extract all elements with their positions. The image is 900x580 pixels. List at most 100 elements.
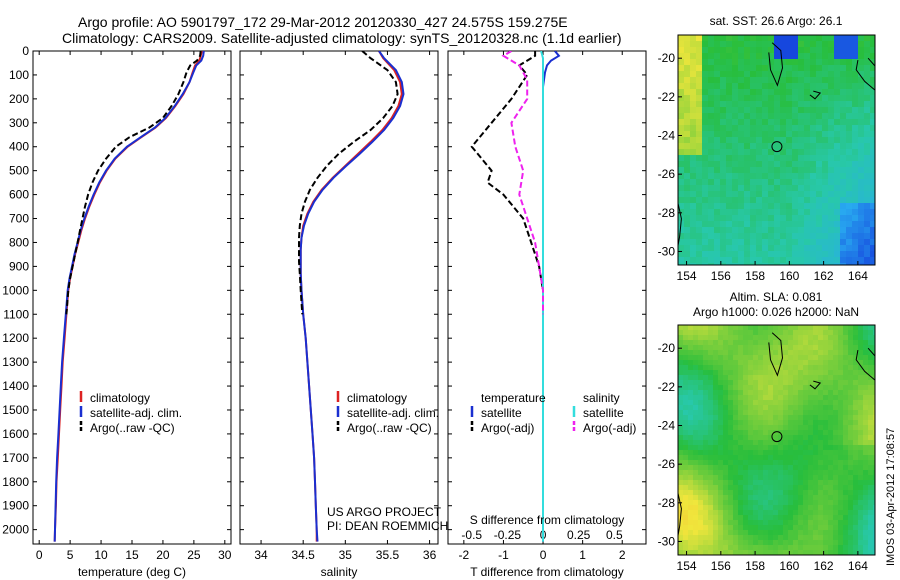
map-cell	[744, 173, 751, 180]
map-cell	[808, 405, 814, 411]
map-cell	[834, 71, 841, 78]
map-cell	[758, 475, 764, 481]
map-cell	[756, 179, 763, 186]
map-cell	[816, 83, 823, 90]
map-cell	[758, 395, 764, 401]
map-cell	[726, 161, 733, 168]
map-cell	[822, 143, 829, 150]
map-cell	[848, 440, 854, 446]
map-cell	[818, 350, 824, 356]
map-cell	[786, 215, 793, 222]
map-cell	[823, 445, 829, 451]
map-cell	[873, 500, 875, 506]
map-cell	[773, 340, 779, 346]
map-cell	[723, 335, 729, 341]
map-cell	[750, 35, 757, 42]
map-cell	[720, 143, 727, 150]
map-cell	[690, 263, 697, 265]
map-cell	[853, 410, 859, 416]
map-cell	[723, 420, 729, 426]
map-cell	[683, 360, 689, 366]
map-cell	[726, 257, 733, 264]
x-tick-label: 30	[218, 548, 232, 562]
map-cell	[813, 450, 819, 456]
map-cell	[816, 35, 823, 42]
map-cell	[738, 475, 744, 481]
map-cell	[713, 520, 719, 526]
map-cell	[688, 325, 694, 331]
map-cell	[720, 65, 727, 72]
map-cell	[853, 445, 859, 451]
map-cell	[848, 340, 854, 346]
map-cell	[838, 360, 844, 366]
map-cell	[696, 161, 703, 168]
x-tick-label: 10	[94, 548, 108, 562]
map-cell	[848, 530, 854, 536]
map-cell	[728, 405, 734, 411]
map-cell	[733, 365, 739, 371]
map-cell	[803, 470, 809, 476]
map-cell	[732, 227, 739, 234]
map-cell	[723, 545, 729, 551]
map-cell	[703, 325, 709, 331]
map-cell	[688, 400, 694, 406]
map-cell	[708, 495, 714, 501]
map-cell	[858, 239, 865, 246]
map-cell	[703, 515, 709, 521]
map-cell	[792, 119, 799, 126]
map-cell	[703, 450, 709, 456]
map-cell	[744, 101, 751, 108]
lon-tick-label: 162	[814, 269, 834, 283]
map-cell	[708, 221, 715, 228]
map-cell	[858, 370, 864, 376]
map-cell	[858, 107, 865, 114]
map-cell	[780, 221, 787, 228]
map-cell	[713, 495, 719, 501]
map-cell	[868, 395, 874, 401]
map-cell	[774, 179, 781, 186]
map-cell	[703, 460, 709, 466]
map-cell	[834, 53, 841, 60]
map-cell	[853, 520, 859, 526]
map-cell	[858, 113, 865, 120]
map-cell	[783, 420, 789, 426]
map-cell	[780, 185, 787, 192]
map-cell	[718, 400, 724, 406]
map-cell	[834, 239, 841, 246]
map-cell	[763, 370, 769, 376]
map-cell	[868, 455, 874, 461]
map-cell	[733, 435, 739, 441]
map-cell	[738, 107, 745, 114]
map-cell	[816, 77, 823, 84]
x-tick-label: 15	[125, 548, 139, 562]
map-cell	[798, 149, 805, 156]
map-cell	[843, 350, 849, 356]
map-cell	[852, 59, 859, 66]
map-cell	[843, 425, 849, 431]
map-cell	[778, 535, 784, 541]
map-cell	[703, 550, 709, 555]
map-cell	[778, 490, 784, 496]
map-cell	[748, 485, 754, 491]
map-cell	[822, 83, 829, 90]
map-cell	[852, 251, 859, 258]
map-cell	[678, 209, 685, 216]
map-cell	[803, 465, 809, 471]
map-cell	[788, 375, 794, 381]
map-cell	[748, 395, 754, 401]
map-cell	[756, 41, 763, 48]
map-cell	[726, 89, 733, 96]
map-cell	[804, 173, 811, 180]
map-cell	[843, 415, 849, 421]
map-cell	[778, 455, 784, 461]
map-cell	[788, 455, 794, 461]
map-cell	[828, 480, 834, 486]
map-cell	[732, 77, 739, 84]
map-cell	[864, 239, 871, 246]
map-cell	[808, 520, 814, 526]
map-cell	[763, 405, 769, 411]
map-cell	[774, 131, 781, 138]
map-cell	[873, 395, 875, 401]
map-cell	[843, 325, 849, 331]
map-cell	[720, 173, 727, 180]
